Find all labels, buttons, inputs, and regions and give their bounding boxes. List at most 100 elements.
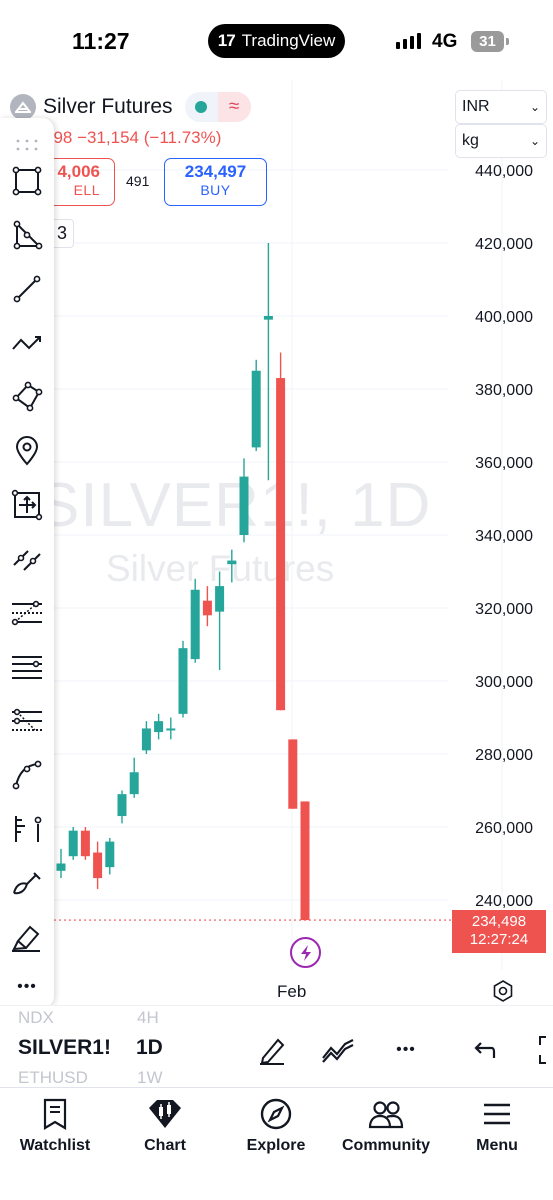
- triangle-icon[interactable]: [8, 216, 46, 254]
- y-axis-tick-label: 360,000: [475, 455, 533, 472]
- highlighter-icon[interactable]: [8, 918, 46, 956]
- silver-symbol-icon: [10, 94, 36, 120]
- y-axis-tick-label: 420,000: [475, 236, 533, 253]
- y-axis-tick-label: 280,000: [475, 747, 533, 764]
- symbol-selector[interactable]: SILVER1!: [18, 1036, 111, 1059]
- nav-explore[interactable]: Explore: [221, 1094, 331, 1155]
- market-open-icon: [185, 92, 218, 122]
- chart-settings-icon[interactable]: [491, 979, 515, 1003]
- tradingview-logo-icon: 17: [217, 31, 236, 50]
- drawing-toolbar: •••: [0, 118, 54, 1008]
- y-axis-tick-label: 240,000: [475, 893, 533, 910]
- symbol-name[interactable]: Silver Futures: [43, 95, 173, 118]
- event-flash-icon[interactable]: [290, 937, 321, 968]
- interval-selector[interactable]: 1D: [136, 1036, 163, 1059]
- nav-chart-label: Chart: [144, 1137, 186, 1154]
- unit-value: kg: [462, 132, 479, 149]
- candle-body: [288, 739, 298, 809]
- path-icon[interactable]: [8, 324, 46, 362]
- cross-icon[interactable]: [8, 126, 46, 164]
- watermark-symbol: SILVER1!, 1D: [38, 471, 432, 540]
- candle-body: [141, 728, 151, 751]
- indicators-icon[interactable]: [320, 1032, 356, 1068]
- more-options-icon[interactable]: •••: [396, 1041, 416, 1058]
- hamburger-menu-icon: [442, 1094, 552, 1134]
- y-axis-tick-label: 440,000: [475, 163, 533, 180]
- more-tools-icon[interactable]: •••: [17, 978, 37, 995]
- buy-price: 234,497: [184, 162, 247, 181]
- candle-body: [154, 721, 164, 733]
- cellular-signal-icon: [396, 33, 421, 49]
- status-time: 11:27: [72, 28, 130, 54]
- fullscreen-icon[interactable]: [532, 1032, 552, 1068]
- candle-body: [117, 794, 127, 817]
- chart-icon: [110, 1094, 220, 1134]
- measure-icon[interactable]: [8, 486, 46, 524]
- currency-select[interactable]: INR ⌄: [455, 90, 547, 124]
- pin-icon[interactable]: [8, 432, 46, 470]
- y-axis-tick-label: 320,000: [475, 601, 533, 618]
- nav-explore-label: Explore: [246, 1137, 306, 1154]
- candle-body: [105, 841, 115, 868]
- sell-label: ELL: [73, 182, 100, 198]
- nav-watchlist[interactable]: Watchlist: [0, 1094, 110, 1155]
- y-axis-tick-label: 260,000: [475, 820, 533, 837]
- y-axis-tick-label: 380,000: [475, 382, 533, 399]
- chart-area[interactable]: SILVER1!, 1D Silver Futures 440,000 420,0…: [0, 80, 553, 1020]
- time-axis-label-feb: Feb: [277, 982, 307, 1001]
- candle-body: [68, 830, 78, 857]
- nav-chart[interactable]: Chart: [110, 1094, 220, 1155]
- symbol-picker-next[interactable]: ETHUSD: [18, 1068, 88, 1087]
- trend-line-icon[interactable]: [8, 270, 46, 308]
- community-icon: [331, 1094, 441, 1134]
- candle-body: [263, 316, 273, 320]
- compass-icon: [221, 1094, 331, 1134]
- polygon-icon[interactable]: [8, 378, 46, 416]
- last-price: 234,498: [471, 913, 527, 930]
- candle-body: [276, 378, 286, 711]
- brush-icon[interactable]: [8, 864, 46, 902]
- bars-pattern-icon[interactable]: [8, 810, 46, 848]
- chevron-down-icon: ⌄: [529, 134, 540, 148]
- candle-body: [239, 476, 249, 535]
- chart-controls-bar: NDX ETHUSD 4H 1W SILVER1! 1D •••: [0, 1005, 553, 1087]
- undo-icon[interactable]: [466, 1032, 502, 1068]
- y-axis-tick-label: 300,000: [475, 674, 533, 691]
- buy-label: BUY: [200, 182, 231, 198]
- rectangle-icon[interactable]: [8, 162, 46, 200]
- interval-picker-next[interactable]: 1W: [137, 1068, 163, 1087]
- candle-body: [227, 560, 237, 565]
- symbol-header[interactable]: Silver Futures ≈: [10, 92, 251, 122]
- candle-body: [166, 728, 176, 731]
- sell-button[interactable]: 4,006 ELL: [20, 158, 115, 206]
- price-change: 498 −31,154 (−11.73%): [44, 128, 222, 147]
- interval-picker-prev[interactable]: 4H: [137, 1008, 159, 1027]
- arc-icon[interactable]: [8, 756, 46, 794]
- market-status-toggle[interactable]: ≈: [184, 92, 251, 122]
- delayed-data-icon: ≈: [217, 92, 251, 122]
- drawing-pen-icon[interactable]: [254, 1032, 290, 1068]
- bar-countdown: 12:27:24: [469, 931, 529, 948]
- parallel-lines-icon[interactable]: [8, 540, 46, 578]
- buy-button[interactable]: 234,497 BUY: [164, 158, 267, 206]
- battery-icon: 31: [471, 31, 509, 52]
- unit-select[interactable]: kg ⌄: [455, 124, 547, 158]
- nav-watchlist-label: Watchlist: [19, 1137, 91, 1154]
- candlestick-chart[interactable]: 440,000 420,000 400,000 380,000 360,000 340,0…: [0, 80, 553, 1020]
- nav-menu-label: Menu: [476, 1137, 518, 1154]
- app-pill[interactable]: 17 TradingView: [208, 24, 345, 58]
- symbol-picker-prev[interactable]: NDX: [18, 1008, 54, 1027]
- sell-price: 4,006: [57, 162, 100, 181]
- watchlist-icon: [0, 1094, 110, 1134]
- last-price-tag: 234,498 12:27:24: [452, 910, 546, 953]
- nav-community[interactable]: Community: [331, 1094, 441, 1155]
- candle-body: [129, 772, 139, 795]
- pitchfork-icon[interactable]: [8, 702, 46, 740]
- candle-body: [80, 830, 90, 857]
- fib-icon[interactable]: [8, 594, 46, 632]
- nav-menu[interactable]: Menu: [442, 1094, 552, 1155]
- network-type: 4G: [432, 31, 458, 52]
- app-pill-label: TradingView: [241, 31, 336, 50]
- horizontal-lines-icon[interactable]: [8, 648, 46, 686]
- candle-body: [215, 586, 225, 612]
